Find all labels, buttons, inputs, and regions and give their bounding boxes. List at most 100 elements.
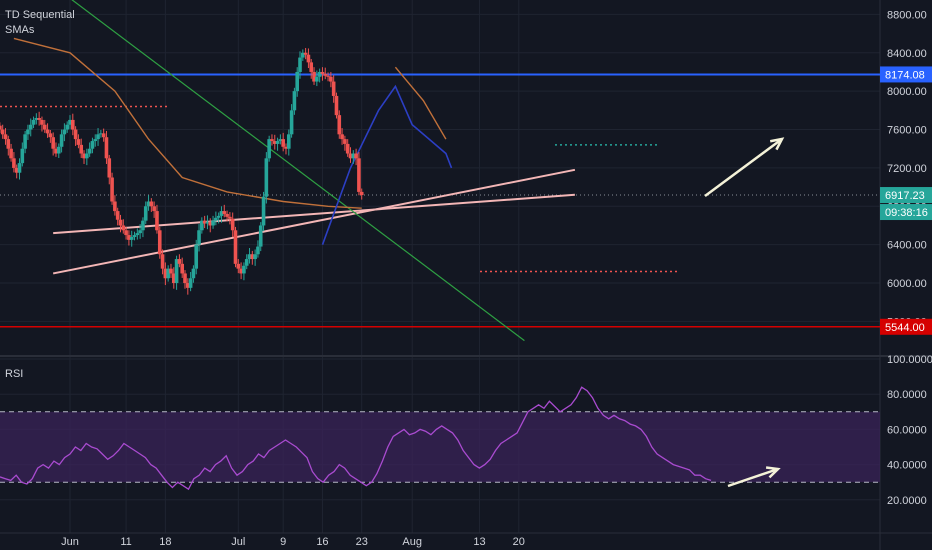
candle-body	[214, 217, 218, 221]
candle-body	[357, 158, 361, 192]
td-sequential-label[interactable]: TD Sequential	[5, 9, 75, 21]
candle-body	[14, 167, 19, 173]
time-axis-tick: 20	[513, 536, 525, 548]
candle-body	[326, 75, 330, 77]
candle-body	[250, 254, 255, 260]
rsi-axis-tick: 100.0000	[887, 354, 932, 366]
candle-body	[160, 254, 165, 269]
candle-body	[85, 153, 89, 159]
price-axis-tick: 8800.00	[887, 9, 927, 21]
trend-line-pink-upper	[53, 193, 575, 235]
candle-body	[127, 235, 131, 240]
candle-body	[264, 158, 269, 197]
candle-body	[188, 278, 193, 288]
candle-body	[23, 134, 27, 149]
rsi-label[interactable]: RSI	[5, 368, 24, 380]
price-up-arrow-head	[769, 137, 785, 151]
candle-body	[247, 254, 252, 260]
rsi-axis-tick: 60.0000	[887, 424, 927, 436]
candlesticks[interactable]	[0, 47, 364, 295]
candle-body	[107, 158, 112, 178]
candle-body	[110, 177, 114, 202]
candle-body	[256, 246, 260, 255]
candle-body	[242, 265, 246, 274]
candle-body	[59, 134, 64, 147]
price-tags: 8174.08 6917.23 09:38:16 5544.00	[880, 66, 932, 335]
candle-body	[331, 81, 336, 96]
candle-body	[244, 259, 249, 266]
time-axis-tick: 23	[356, 536, 368, 548]
candle-body	[149, 201, 154, 207]
candle-body	[348, 153, 353, 159]
candle-body	[129, 236, 134, 240]
candle-body	[155, 211, 159, 231]
candle-body	[54, 148, 58, 154]
candle-body	[286, 134, 291, 149]
candle-body	[40, 119, 44, 125]
time-axis-tick: 9	[280, 536, 286, 548]
moving-averages	[13, 37, 453, 245]
candle-body	[180, 263, 184, 274]
candle-body	[186, 283, 190, 288]
candle-body	[303, 52, 308, 55]
candle-body	[90, 141, 95, 149]
candle-body	[359, 191, 364, 196]
candle-body	[0, 129, 5, 135]
time-axis-tick: 18	[159, 536, 171, 548]
candle-body	[197, 230, 201, 245]
candle-body	[270, 139, 274, 142]
candle-body	[267, 139, 271, 159]
candle-body	[309, 62, 314, 72]
price-tag-label: 5544.00	[885, 322, 925, 334]
candle-body	[233, 230, 238, 264]
candle-body	[9, 148, 13, 159]
candle-body	[174, 259, 179, 284]
time-axis-tick: 16	[316, 536, 328, 548]
candle-body	[230, 218, 235, 231]
candle-body	[99, 133, 103, 135]
candle-body	[345, 143, 350, 154]
price-tag-label: 6917.23	[885, 190, 925, 202]
drawing-arrows[interactable]	[704, 137, 785, 488]
candle-body	[205, 221, 210, 224]
candle-body	[281, 139, 285, 147]
candle-body	[135, 233, 140, 236]
candle-body	[278, 139, 283, 142]
candle-body	[82, 153, 86, 159]
candle-body	[239, 268, 243, 274]
candle-body	[101, 133, 106, 138]
candle-body	[295, 71, 300, 92]
candle-body	[132, 235, 137, 237]
sma-brown-recent-line	[394, 66, 447, 140]
trend-lines[interactable]	[52, 0, 576, 342]
candle-body	[3, 134, 8, 140]
candle-body	[51, 137, 55, 149]
candle-body	[42, 124, 47, 130]
candle-body	[329, 76, 333, 82]
candle-body	[272, 141, 277, 144]
rsi-up-arrow-head	[765, 466, 781, 479]
price-axis-tick: 6000.00	[887, 278, 927, 290]
candle-body	[17, 163, 22, 173]
candle-body	[138, 230, 142, 234]
candle-body	[216, 215, 221, 218]
price-axis-tick: 8400.00	[887, 48, 927, 60]
price-axis-tick: 7200.00	[887, 163, 927, 175]
candle-body	[65, 124, 69, 130]
candle-body	[115, 211, 120, 220]
price-tag-box	[880, 187, 932, 204]
candle-body	[34, 118, 39, 120]
trend-line-green-down	[71, 0, 525, 342]
candle-body	[301, 52, 305, 58]
candle-body	[73, 129, 78, 140]
candle-body	[166, 268, 170, 279]
candle-body	[343, 139, 347, 144]
candle-body	[351, 153, 356, 159]
candle-body	[253, 254, 257, 260]
price-tag-label: 09:38:16	[885, 207, 928, 219]
candle-body	[87, 148, 92, 154]
candle-body	[228, 216, 232, 219]
smas-label[interactable]: SMAs	[5, 24, 35, 36]
candle-body	[163, 268, 168, 279]
